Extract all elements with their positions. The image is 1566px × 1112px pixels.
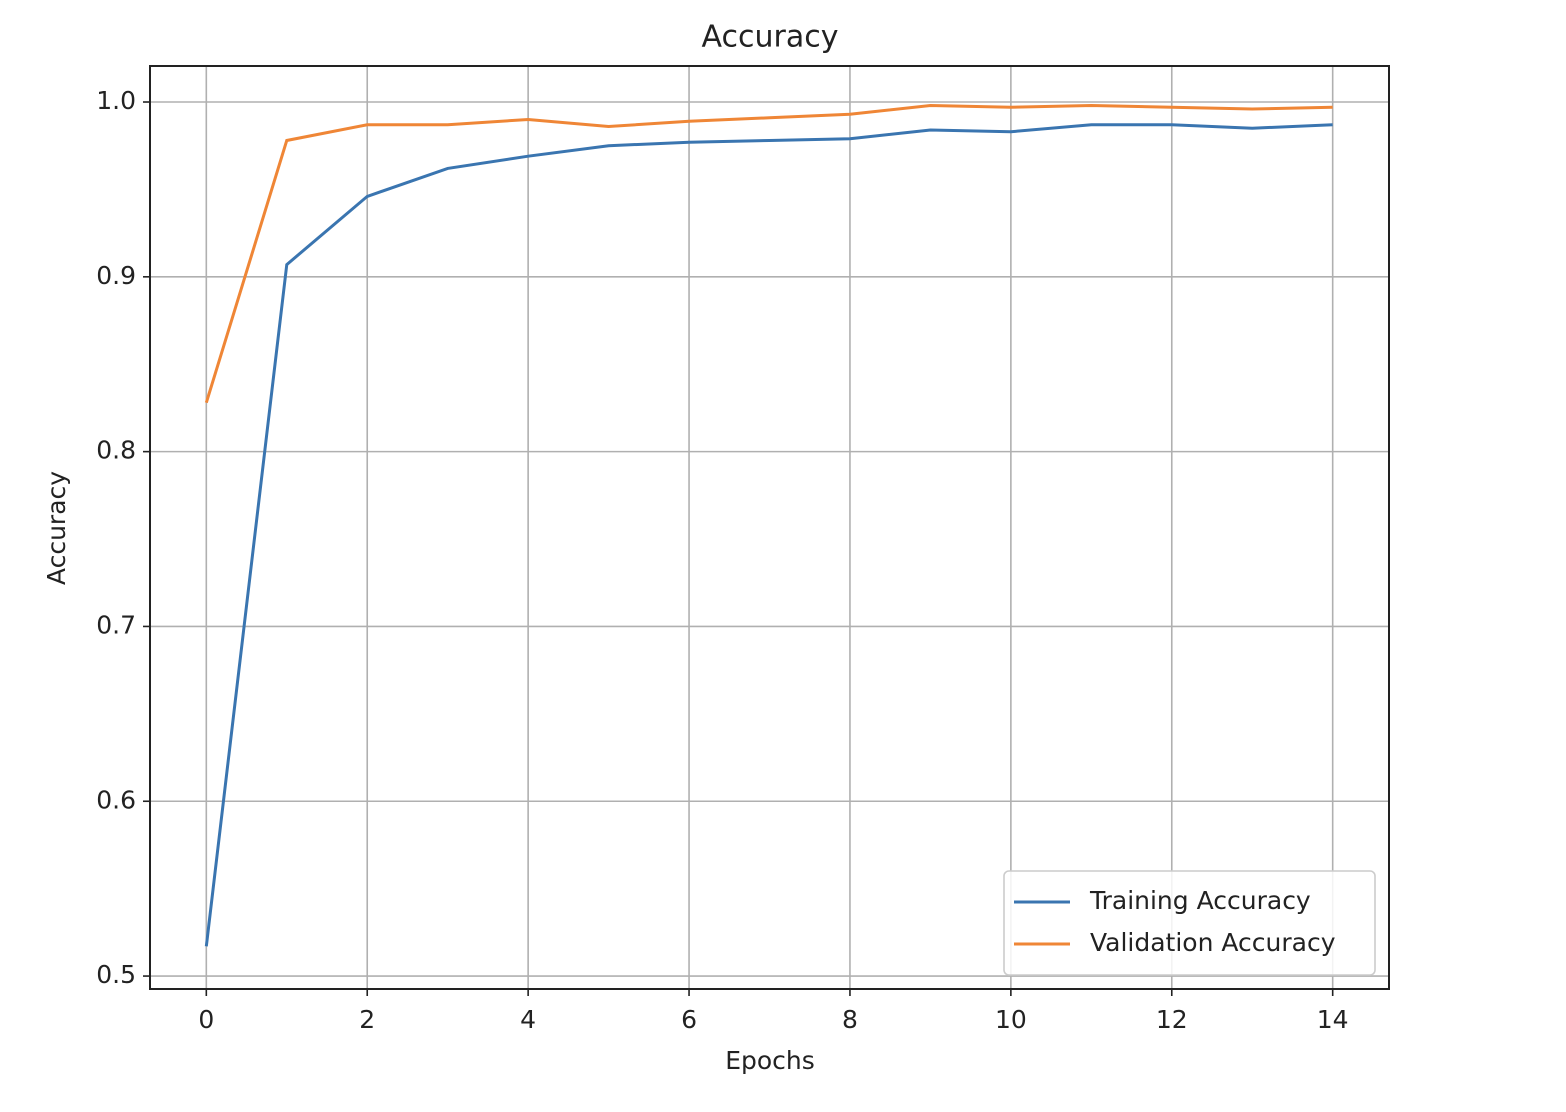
legend-label: Validation Accuracy [1090,928,1336,957]
x-axis-label: Epochs [725,1046,815,1075]
x-tick-label: 2 [359,1005,375,1034]
chart-title: Accuracy [702,20,839,55]
plot-frame [149,65,1390,990]
y-tick-label: 0.7 [96,610,136,639]
legend-box [1003,870,1376,976]
y-tick-label: 0.5 [96,960,136,989]
x-tick-label: 6 [681,1005,697,1034]
x-tick-label: 14 [1317,1005,1349,1034]
data-line [204,123,1333,947]
x-tick-label: 10 [995,1005,1027,1034]
y-tick-label: 1.0 [96,86,136,115]
x-tick-label: 0 [198,1005,214,1034]
x-tick-label: 8 [842,1005,858,1034]
y-tick-label: 0.6 [96,785,136,814]
x-tick-label: 4 [520,1005,536,1034]
y-tick-label: 0.8 [96,436,136,465]
data-line [204,104,1333,404]
y-axis-label: Accuracy [42,471,71,585]
x-tick-label: 12 [1156,1005,1188,1034]
legend-label: Training Accuracy [1089,886,1311,915]
y-tick-label: 0.9 [96,261,136,290]
